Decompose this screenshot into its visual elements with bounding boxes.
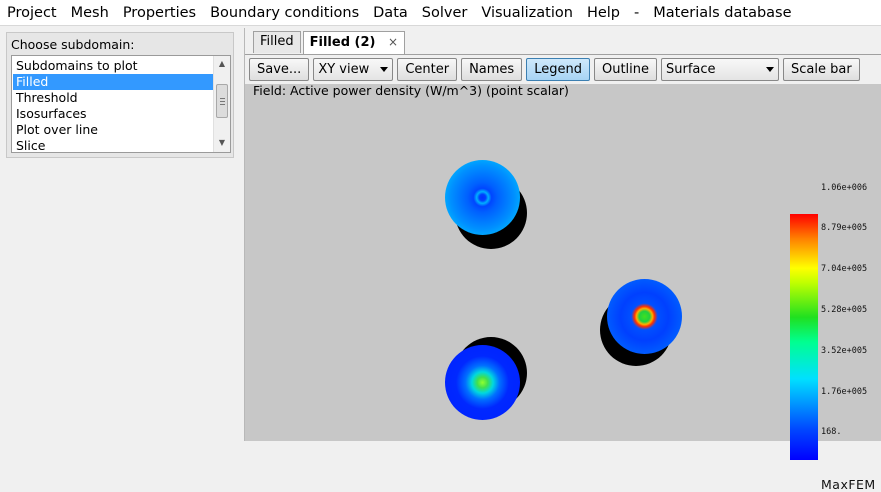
menu-mesh[interactable]: Mesh bbox=[70, 4, 109, 21]
list-item-plot-over-line[interactable]: Plot over line bbox=[16, 122, 98, 137]
list-item-isosurfaces[interactable]: Isosurfaces bbox=[16, 106, 87, 121]
menu-project[interactable]: Project bbox=[7, 4, 57, 21]
scroll-thumb[interactable] bbox=[216, 84, 228, 118]
vertical-scrollbar[interactable]: ▲ ▼ bbox=[213, 56, 230, 152]
scroll-up-arrow-icon[interactable]: ▲ bbox=[218, 59, 226, 68]
maxfem-watermark: MaxFEM bbox=[821, 477, 876, 492]
visualization-area: Filled Filled (2) × Save... XY view Cent… bbox=[244, 28, 881, 492]
view-select-value: XY view bbox=[318, 62, 370, 77]
legend-label-max: 1.06e+006 bbox=[821, 183, 868, 193]
color-legend-bar bbox=[790, 214, 818, 460]
disk-right bbox=[607, 279, 682, 354]
center-button[interactable]: Center bbox=[397, 58, 458, 81]
tab-filled-2-label: Filled (2) bbox=[309, 35, 376, 50]
representation-select[interactable]: Surface bbox=[661, 58, 780, 81]
field-label: Field: Active power density (W/m^3) (poi… bbox=[253, 83, 569, 98]
close-tab-icon[interactable]: × bbox=[387, 35, 399, 49]
menu-bar: Project Mesh Properties Boundary conditi… bbox=[0, 0, 881, 26]
representation-select-chevron-down-icon bbox=[766, 67, 775, 72]
disk-bottom bbox=[445, 345, 520, 420]
legend-label: 7.04e+005 bbox=[821, 264, 868, 274]
subdomain-panel-title: Choose subdomain: bbox=[11, 37, 135, 52]
representation-select-value: Surface bbox=[666, 62, 716, 77]
menu-solver[interactable]: Solver bbox=[421, 4, 468, 21]
render-canvas[interactable]: 1.06e+006 8.79e+005 7.04e+005 5.28e+005 … bbox=[245, 84, 881, 492]
legend-label: 8.79e+005 bbox=[821, 223, 868, 233]
view-toolbar: Save... XY view Center Names Legend Outl… bbox=[249, 58, 864, 82]
tab-filled-2[interactable]: Filled (2) × bbox=[302, 31, 406, 55]
legend-label: 1.76e+005 bbox=[821, 387, 868, 397]
legend-label-min: 168. bbox=[821, 427, 842, 437]
list-item-threshold[interactable]: Threshold bbox=[16, 90, 78, 105]
menu-data[interactable]: Data bbox=[373, 4, 408, 21]
view-select-chevron-down-icon bbox=[380, 67, 389, 72]
menu-properties[interactable]: Properties bbox=[122, 4, 197, 21]
scroll-down-arrow-icon[interactable]: ▼ bbox=[218, 138, 226, 147]
view-select[interactable]: XY view bbox=[313, 58, 394, 81]
menu-help[interactable]: Help bbox=[586, 4, 620, 21]
tab-filled-label: Filled bbox=[260, 34, 294, 49]
disk-top bbox=[445, 160, 520, 235]
legend-label: 3.52e+005 bbox=[821, 346, 868, 356]
menu-materials-database[interactable]: Materials database bbox=[653, 4, 792, 21]
list-item-slice[interactable]: Slice bbox=[16, 138, 46, 153]
list-item-subdomains-to-plot[interactable]: Subdomains to plot bbox=[16, 58, 138, 73]
legend-button[interactable]: Legend bbox=[526, 58, 590, 81]
subdomain-listbox[interactable]: Subdomains to plot Filled Threshold Isos… bbox=[11, 55, 231, 153]
list-item-filled[interactable]: Filled bbox=[13, 74, 213, 90]
subdomain-panel: Choose subdomain: Subdomains to plot Fil… bbox=[6, 32, 234, 158]
menu-separator: - bbox=[634, 4, 640, 21]
legend-label: 5.28e+005 bbox=[821, 305, 868, 315]
outline-button[interactable]: Outline bbox=[593, 58, 658, 81]
tab-bar: Filled Filled (2) × bbox=[253, 31, 407, 55]
scale-bar-button[interactable]: Scale bar bbox=[783, 58, 860, 81]
tab-filled[interactable]: Filled bbox=[253, 31, 301, 53]
names-button[interactable]: Names bbox=[461, 58, 523, 81]
tab-divider bbox=[245, 54, 881, 55]
save-button[interactable]: Save... bbox=[249, 58, 310, 81]
menu-boundary-conditions[interactable]: Boundary conditions bbox=[210, 4, 360, 21]
menu-visualization[interactable]: Visualization bbox=[481, 4, 573, 21]
